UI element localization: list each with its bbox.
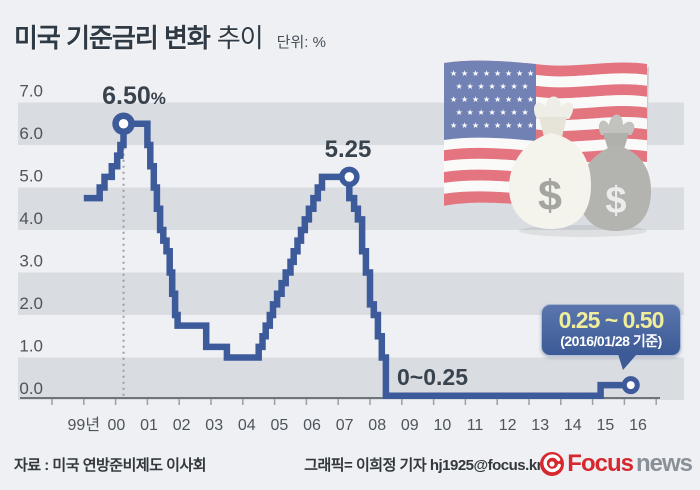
- svg-text:02: 02: [173, 417, 191, 434]
- svg-text:★: ★: [511, 108, 518, 117]
- svg-text:★: ★: [461, 69, 468, 78]
- svg-text:★: ★: [489, 82, 496, 91]
- header: 미국 기준금리 변화 추이 단위: %: [14, 18, 326, 55]
- rate-markers: [112, 112, 640, 395]
- svg-text:★: ★: [500, 82, 507, 91]
- svg-text:★: ★: [489, 108, 496, 117]
- svg-text:★: ★: [472, 95, 479, 104]
- svg-text:00: 00: [108, 417, 126, 434]
- svg-text:11: 11: [467, 417, 484, 434]
- annotation-peak-2000: 6.50%: [96, 82, 172, 111]
- svg-text:★: ★: [500, 108, 507, 117]
- svg-text:14: 14: [564, 417, 582, 434]
- svg-text:★: ★: [472, 69, 479, 78]
- svg-text:06: 06: [303, 417, 321, 434]
- x-axis-labels: 99년 00 01 02 03 04 05 06 07 08 09 10 11 12 13 14 15 16: [68, 416, 647, 434]
- unit-label: 단위: %: [276, 34, 326, 51]
- annotation-peak-2000-value: 6.50: [102, 82, 151, 110]
- svg-text:★: ★: [450, 69, 457, 78]
- annotation-zero-range: 0~0.25: [397, 364, 468, 390]
- svg-text:★: ★: [450, 121, 457, 130]
- svg-text:★: ★: [461, 121, 468, 130]
- logo-brand-text: Focus: [567, 450, 634, 477]
- focusnews-logo-icon: [540, 452, 565, 476]
- svg-text:1.0: 1.0: [19, 337, 43, 356]
- svg-text:0.0: 0.0: [19, 379, 43, 398]
- svg-text:13: 13: [531, 417, 549, 434]
- svg-text:★: ★: [494, 69, 501, 78]
- svg-text:05: 05: [271, 417, 289, 434]
- dollar-sign-white: $: [538, 172, 562, 220]
- rate-line: [83, 120, 631, 400]
- svg-text:★: ★: [456, 108, 463, 117]
- svg-text:4.0: 4.0: [19, 209, 43, 228]
- svg-text:★: ★: [527, 121, 534, 130]
- svg-text:3.0: 3.0: [19, 252, 43, 271]
- svg-text:★: ★: [516, 121, 523, 130]
- svg-text:12: 12: [499, 417, 517, 434]
- callout-rate-date: (2016/01/28 기준): [560, 333, 662, 349]
- svg-text:★: ★: [472, 121, 479, 130]
- svg-text:★: ★: [467, 82, 474, 91]
- svg-text:03: 03: [205, 417, 223, 434]
- svg-text:04: 04: [238, 417, 256, 434]
- money-bag-white: $: [509, 96, 591, 229]
- callout-pointer: [618, 354, 637, 370]
- svg-text:★: ★: [522, 82, 529, 91]
- svg-text:★: ★: [483, 69, 490, 78]
- money-bag-gray: $: [579, 114, 651, 231]
- svg-text:08: 08: [368, 417, 386, 434]
- svg-text:★: ★: [505, 69, 512, 78]
- focusnews-logo: Focus news: [539, 450, 693, 478]
- svg-text:★: ★: [483, 95, 490, 104]
- page-title: 미국 기준금리 변화: [14, 23, 211, 53]
- x-axis-ticks: [51, 399, 657, 405]
- svg-text:10: 10: [434, 417, 452, 434]
- logo-suffix-text: news: [635, 450, 693, 477]
- svg-text:★: ★: [461, 95, 468, 104]
- svg-text:★: ★: [527, 69, 534, 78]
- callout-rate-value: 0.25 ~ 0.50: [558, 307, 665, 333]
- dollar-sign-gray: $: [605, 180, 626, 222]
- svg-text:★: ★: [450, 95, 457, 104]
- svg-text:★: ★: [516, 95, 523, 104]
- svg-text:6.0: 6.0: [19, 124, 43, 143]
- annotation-peak-2007: 5.25: [324, 136, 372, 163]
- svg-text:5.0: 5.0: [19, 167, 43, 186]
- credit-note: 그래픽= 이희정 기자 hj1925@focus.kr: [304, 457, 542, 474]
- svg-text:★: ★: [478, 82, 485, 91]
- svg-text:★: ★: [494, 95, 501, 104]
- us-flag-stars: ★ ★ ★ ★ ★ ★ ★ ★ ★ ★ ★ ★ ★ ★ ★ ★ ★ ★ ★ ★ ★ ★ ★ ★ ★ ★ ★ ★ ★ ★ ★ ★ ★ ★ ★ ★ ★ ★: [450, 69, 534, 130]
- svg-text:★: ★: [511, 82, 518, 91]
- svg-text:★: ★: [516, 69, 523, 78]
- svg-text:15: 15: [597, 417, 615, 434]
- svg-text:★: ★: [478, 108, 485, 117]
- svg-text:★: ★: [522, 108, 529, 117]
- svg-text:★: ★: [456, 82, 463, 91]
- source-note: 자료 : 미국 연방준비제도 이사회: [14, 457, 207, 474]
- svg-text:09: 09: [401, 417, 419, 434]
- svg-text:01: 01: [140, 417, 158, 434]
- svg-text:99년: 99년: [68, 416, 101, 434]
- svg-text:★: ★: [505, 95, 512, 104]
- us-flag-canton: [444, 60, 536, 142]
- svg-text:16: 16: [629, 417, 647, 434]
- page-title-tail: 추이: [216, 23, 264, 53]
- y-axis-labels: 7.0 6.0 5.0 4.0 3.0 2.0 1.0 0.0: [19, 82, 43, 399]
- svg-text:★: ★: [527, 95, 534, 104]
- percent-suffix: %: [150, 89, 166, 108]
- svg-text:2.0: 2.0: [19, 294, 43, 313]
- svg-text:07: 07: [336, 417, 354, 434]
- svg-text:7.0: 7.0: [19, 82, 43, 101]
- svg-text:★: ★: [494, 121, 501, 130]
- svg-text:★: ★: [483, 121, 490, 130]
- flag-money-illustration: ★ ★ ★ ★ ★ ★ ★ ★ ★ ★ ★ ★ ★ ★ ★ ★ ★ ★ ★ ★ ★ ★ ★ ★ ★ ★ ★ ★ ★ ★ ★ ★ ★ ★ ★ ★ ★ ★ $…: [444, 60, 651, 237]
- svg-text:★: ★: [467, 108, 474, 117]
- svg-text:★: ★: [505, 121, 512, 130]
- current-rate-callout: 0.25 ~ 0.50 (2016/01/28 기준): [541, 304, 681, 370]
